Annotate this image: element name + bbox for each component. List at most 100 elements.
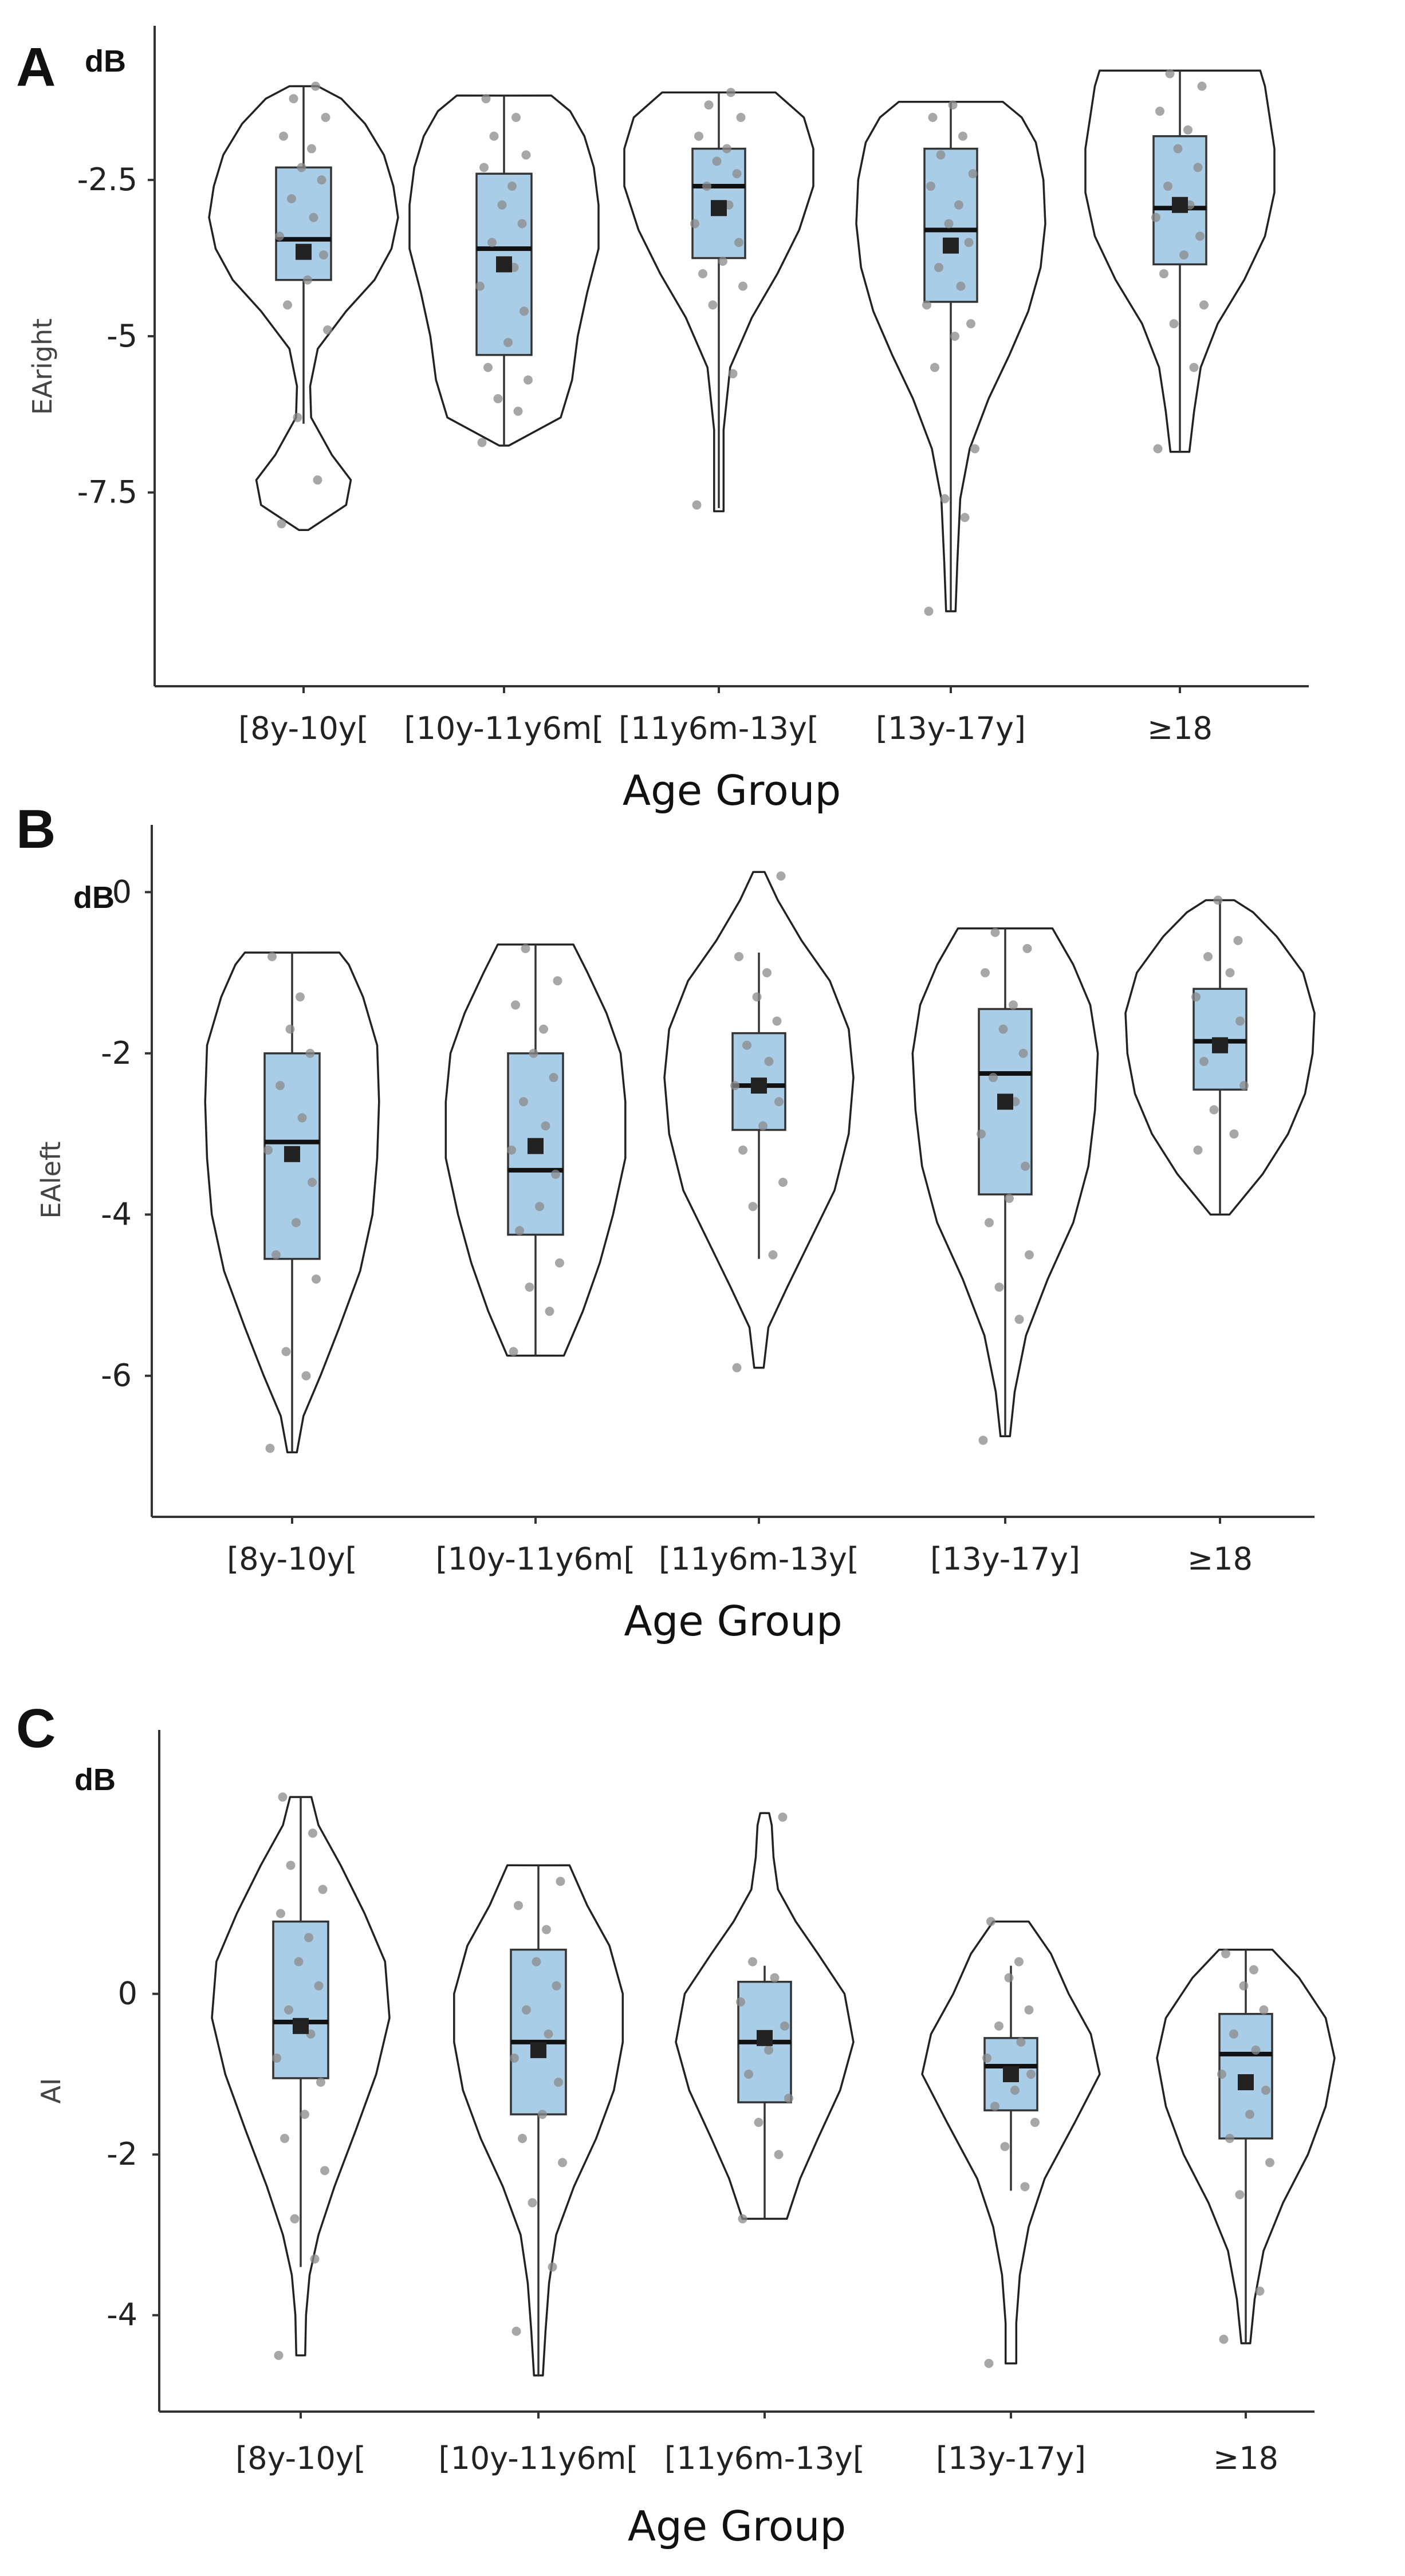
data-point (970, 444, 979, 454)
data-point (519, 1097, 528, 1107)
data-point (507, 182, 517, 191)
unit-label: dB (73, 880, 115, 915)
y-tick-label: -7.5 (77, 474, 137, 510)
mean-marker (997, 1094, 1013, 1110)
data-point (544, 2029, 553, 2039)
data-point (780, 2021, 789, 2031)
data-point (479, 163, 489, 172)
mean-marker (1003, 2066, 1019, 2082)
data-point (730, 1081, 739, 1091)
data-point (1203, 951, 1213, 961)
data-point (776, 871, 786, 881)
data-point (728, 369, 738, 379)
data-point (718, 257, 727, 266)
data-point (538, 2110, 547, 2119)
data-point (726, 88, 735, 97)
mean-marker (943, 237, 959, 254)
mean-marker (530, 2042, 546, 2058)
y-tick-label: -4 (101, 1196, 132, 1232)
data-point (290, 2214, 300, 2224)
data-point (277, 519, 286, 529)
data-point (301, 1371, 311, 1381)
data-point (768, 1250, 778, 1260)
data-point (511, 113, 521, 123)
x-tick-label: [13y-17y] (876, 710, 1026, 746)
data-point (276, 1909, 285, 1918)
data-point (289, 94, 298, 104)
y-tick-label: -6 (101, 1358, 132, 1394)
data-point (1183, 125, 1193, 135)
violin-shape (1084, 69, 1276, 453)
data-point (310, 2254, 320, 2264)
data-point (1014, 1957, 1024, 1967)
data-point (1265, 2158, 1274, 2168)
violin-shape (921, 1920, 1101, 2365)
data-point (966, 319, 975, 329)
box-iqr (510, 1948, 567, 2115)
data-point (1009, 1000, 1018, 1010)
data-point (722, 144, 731, 154)
data-point (968, 169, 978, 179)
x-tick-label: [13y-17y] (936, 2440, 1086, 2476)
y-tick-label: -2 (101, 1035, 132, 1071)
data-point (990, 927, 1000, 937)
data-point (1235, 2190, 1245, 2200)
data-point (271, 1250, 281, 1260)
data-point (1159, 269, 1168, 278)
data-point (1004, 1973, 1014, 1983)
violin-shape (675, 1812, 855, 2220)
mean-marker (296, 243, 312, 260)
data-point (556, 1877, 565, 1886)
y-axis-label: AI (36, 2078, 66, 2103)
data-point (704, 100, 714, 110)
data-point (712, 156, 722, 166)
violin-shape (911, 927, 1099, 1438)
data-point (311, 81, 320, 91)
data-point (1024, 2005, 1034, 2015)
data-point (977, 1129, 986, 1139)
data-point (521, 150, 531, 160)
data-point (308, 1178, 317, 1187)
data-point (1165, 69, 1175, 78)
data-point (1239, 1981, 1249, 1991)
data-point (528, 2198, 537, 2208)
data-point (296, 992, 305, 1002)
y-tick-label: 0 (118, 1976, 137, 2012)
data-point (1193, 1145, 1203, 1155)
data-point (1005, 1194, 1014, 1204)
data-point (1245, 2110, 1254, 2119)
data-point (1018, 1048, 1028, 1058)
data-point (481, 94, 491, 104)
mean-marker (1238, 2074, 1254, 2090)
data-point (736, 1997, 745, 2007)
data-point (1225, 2134, 1234, 2144)
data-point (549, 1073, 558, 1083)
data-point (297, 163, 306, 172)
data-point (532, 1957, 541, 1967)
data-point (734, 238, 743, 247)
data-point (525, 1282, 534, 1292)
violin-shape (623, 91, 814, 513)
data-point (314, 1981, 324, 1991)
data-point (1235, 1016, 1245, 1026)
data-point (994, 1282, 1004, 1292)
data-point (770, 1973, 780, 1983)
data-point (323, 325, 332, 335)
data-point (317, 175, 326, 185)
data-point (986, 1917, 995, 1926)
data-point (545, 1307, 554, 1316)
x-tick-label: [11y6m-13y[ (619, 710, 819, 746)
data-point (305, 1048, 315, 1058)
panel-b: BdB EAleft -6 -4 -2 0 [8y-10y[[10y-11y6m[[11y6… (16, 799, 1316, 1645)
x-tick-label: [8y-10y[ (238, 710, 369, 746)
violin-shape (211, 1796, 391, 2357)
data-point (784, 2094, 793, 2103)
mean-marker (1212, 1037, 1228, 1053)
data-point (924, 607, 934, 616)
x-tick-label: [10y-11y6m[ (404, 710, 604, 746)
data-point (922, 300, 931, 310)
data-point (1239, 1081, 1249, 1091)
data-point (989, 1073, 998, 1083)
data-point (928, 113, 938, 123)
data-point (764, 2045, 773, 2055)
